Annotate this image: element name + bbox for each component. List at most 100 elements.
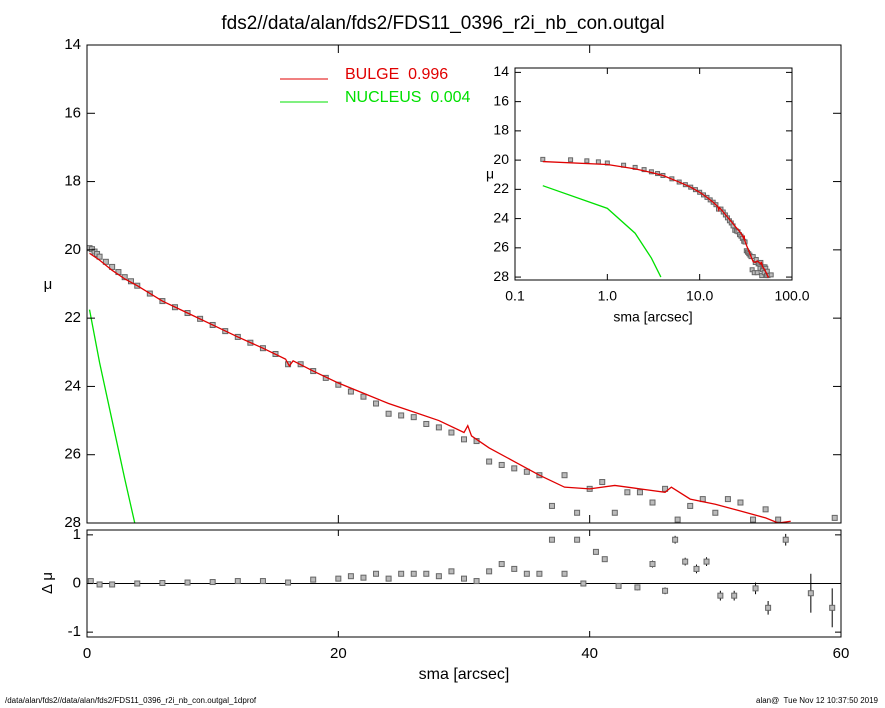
residual-point (574, 536, 581, 543)
y-axis-label: μ (486, 166, 494, 182)
residual-point (580, 580, 587, 587)
data-point (96, 253, 103, 260)
x-tick-label: 0 (83, 645, 91, 662)
residual-point (615, 582, 622, 589)
residual-point (461, 575, 467, 582)
residual-point (829, 604, 836, 611)
residual-point (96, 581, 103, 588)
data-point (687, 502, 694, 509)
data-point (724, 496, 731, 503)
residual-point (134, 580, 141, 587)
data-point (574, 509, 581, 516)
residual-point (360, 574, 367, 581)
residual-point (662, 587, 669, 594)
data-point (511, 465, 518, 472)
footer-left: /data/alan/fds2//data/alan/fds2/FDS11_03… (5, 696, 257, 705)
x-tick-label: 0.1 (505, 288, 525, 304)
residual-point (703, 558, 710, 565)
x-tick-label: 1.0 (598, 288, 618, 304)
data-point (584, 158, 590, 164)
data-point (347, 388, 354, 395)
residual-point (373, 570, 380, 577)
data-point (435, 424, 442, 431)
y-tick-label: 14 (64, 36, 81, 53)
footer-right: alan@ Tue Nov 12 10:37:50 2019 (756, 696, 879, 705)
data-point (611, 509, 618, 516)
residual-point (435, 573, 442, 580)
residual-point (87, 578, 94, 585)
x-tick-label: 20 (330, 645, 347, 662)
residual-point (561, 570, 568, 577)
data-point (737, 499, 744, 506)
y-axis-label: μ (44, 276, 53, 293)
x-tick-label: 10.0 (686, 288, 713, 304)
residual-point (184, 579, 191, 586)
plot-frame (514, 67, 793, 281)
y-axis-label: Δ μ (39, 572, 56, 594)
data-point (109, 263, 116, 270)
data-point (410, 414, 417, 421)
residual-point (693, 565, 700, 572)
residual-point (601, 556, 608, 563)
y-tick-label: 14 (493, 63, 509, 79)
residual-point (511, 565, 518, 572)
data-point (674, 516, 681, 523)
data-point (540, 156, 546, 162)
residual-point (682, 558, 689, 565)
x-tick-label: 60 (833, 645, 850, 662)
residual-point (731, 592, 738, 599)
y-tick-label: 20 (64, 241, 81, 258)
data-point (641, 167, 647, 173)
y-tick-label: 22 (493, 180, 509, 196)
data-point (486, 458, 493, 465)
y-tick-label: 28 (64, 514, 81, 531)
x-tick-label: 40 (581, 645, 598, 662)
y-tick-label: 1 (73, 526, 81, 543)
residual-point (109, 581, 116, 588)
legend-label: NUCLEUS 0.004 (345, 89, 470, 106)
residual-point (807, 590, 814, 597)
data-point (599, 479, 606, 486)
residual-point (310, 576, 317, 583)
data-point (523, 468, 530, 475)
y-tick-label: -1 (68, 623, 81, 640)
data-point (398, 412, 405, 419)
residual-point (649, 561, 656, 568)
data-point (498, 461, 505, 468)
y-tick-label: 18 (493, 122, 509, 138)
y-tick-label: 16 (493, 92, 509, 108)
residual-point (385, 575, 392, 582)
data-point (762, 506, 769, 513)
model-line (542, 185, 662, 278)
data-point (385, 410, 392, 417)
residual-point (285, 579, 292, 586)
data-point (561, 472, 568, 479)
y-tick-label: 22 (64, 309, 81, 326)
data-point (624, 489, 631, 496)
residual-point (523, 570, 530, 577)
residual-point (752, 585, 759, 592)
y-tick-label: 26 (493, 239, 509, 255)
residual-point (398, 570, 405, 577)
residual-point (259, 578, 266, 585)
residual-point (672, 536, 679, 543)
residual-point (159, 580, 166, 587)
residual-point (782, 536, 789, 543)
residual-point (765, 604, 772, 611)
y-tick-label: 26 (64, 446, 81, 463)
data-point (423, 420, 430, 427)
y-tick-label: 24 (493, 209, 509, 225)
data-point (768, 272, 774, 278)
residual-point (347, 573, 354, 580)
plot-frame (86, 44, 842, 524)
residual-point (498, 561, 505, 568)
residual-point (592, 548, 599, 555)
model-line (89, 252, 791, 523)
data-point (548, 502, 555, 509)
residual-point (473, 578, 480, 585)
data-point (373, 400, 380, 407)
data-point (662, 485, 669, 492)
data-point (636, 489, 643, 496)
data-point (568, 157, 574, 163)
